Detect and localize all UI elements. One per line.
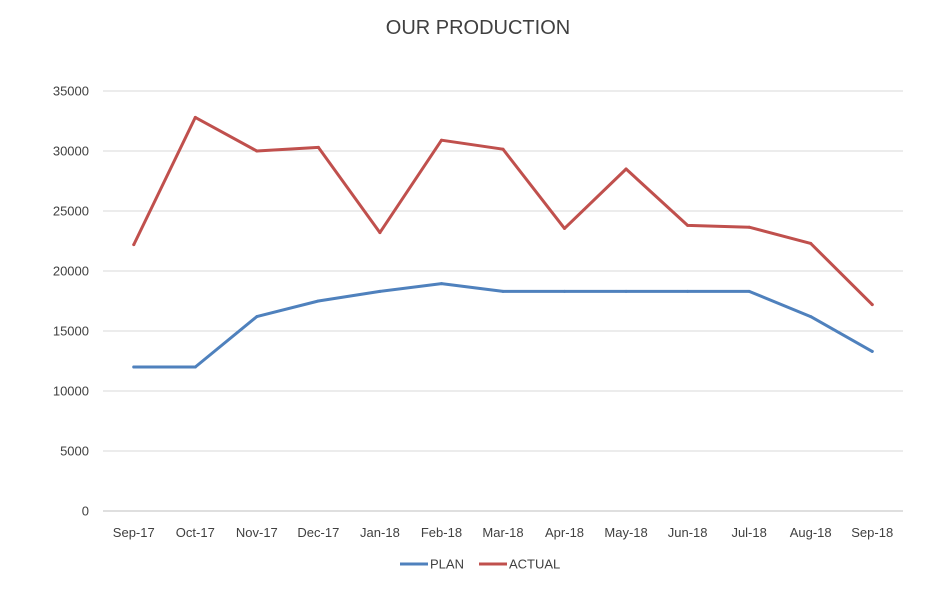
data-point-plan xyxy=(624,289,628,293)
data-point-plan xyxy=(747,289,751,293)
data-point-actual xyxy=(624,167,628,171)
legend: PLAN ACTUAL xyxy=(400,557,560,572)
data-point-plan xyxy=(809,315,813,319)
x-tick-label: Aug-18 xyxy=(790,525,832,540)
data-point-plan xyxy=(870,349,874,353)
y-tick-label: 35000 xyxy=(53,84,89,99)
data-point-actual xyxy=(747,225,751,229)
y-tick-label: 5000 xyxy=(60,444,89,459)
x-tick-label: Nov-17 xyxy=(236,525,278,540)
data-point-plan xyxy=(378,289,382,293)
data-point-plan xyxy=(501,289,505,293)
data-point-actual xyxy=(501,147,505,151)
x-tick-label: Sep-18 xyxy=(851,525,893,540)
y-tick-label: 15000 xyxy=(53,324,89,339)
x-axis-tick-labels: Sep-17 Oct-17 Nov-17 Dec-17 Jan-18 Feb-18 Mar-… xyxy=(113,525,893,540)
x-tick-label: Jun-18 xyxy=(668,525,708,540)
y-tick-label: 20000 xyxy=(53,264,89,279)
data-point-actual xyxy=(132,243,136,247)
data-point-plan xyxy=(439,282,443,286)
data-point-actual xyxy=(193,115,197,119)
data-point-actual xyxy=(316,145,320,149)
legend-label-actual: ACTUAL xyxy=(509,557,560,572)
data-point-actual xyxy=(870,303,874,307)
y-tick-label: 10000 xyxy=(53,384,89,399)
x-tick-label: Jul-18 xyxy=(731,525,766,540)
data-point-actual xyxy=(255,149,259,153)
data-point-actual xyxy=(809,241,813,245)
legend-label-plan: PLAN xyxy=(430,557,464,572)
y-tick-label: 30000 xyxy=(53,144,89,159)
x-tick-label: Mar-18 xyxy=(482,525,523,540)
data-point-plan xyxy=(132,365,136,369)
x-tick-label: Feb-18 xyxy=(421,525,462,540)
data-point-actual xyxy=(563,226,567,230)
y-tick-label: 0 xyxy=(82,504,89,519)
data-point-plan xyxy=(563,289,567,293)
x-tick-label: Oct-17 xyxy=(176,525,215,540)
x-tick-label: Jan-18 xyxy=(360,525,400,540)
y-tick-label: 25000 xyxy=(53,204,89,219)
data-point-actual xyxy=(439,138,443,142)
chart-title: OUR PRODUCTION xyxy=(386,17,570,39)
data-point-plan xyxy=(316,299,320,303)
data-point-plan xyxy=(255,315,259,319)
data-point-actual xyxy=(686,223,690,227)
data-point-plan xyxy=(193,365,197,369)
x-tick-label: May-18 xyxy=(604,525,647,540)
series-lines xyxy=(132,115,874,369)
y-axis-tick-labels: 0 5000 10000 15000 20000 25000 30000 35000 xyxy=(53,84,89,519)
x-tick-label: Apr-18 xyxy=(545,525,584,540)
x-tick-label: Dec-17 xyxy=(297,525,339,540)
gridlines xyxy=(103,90,903,512)
series-line-plan xyxy=(132,282,874,369)
data-point-actual xyxy=(378,231,382,235)
x-tick-label: Sep-17 xyxy=(113,525,155,540)
data-point-plan xyxy=(686,289,690,293)
